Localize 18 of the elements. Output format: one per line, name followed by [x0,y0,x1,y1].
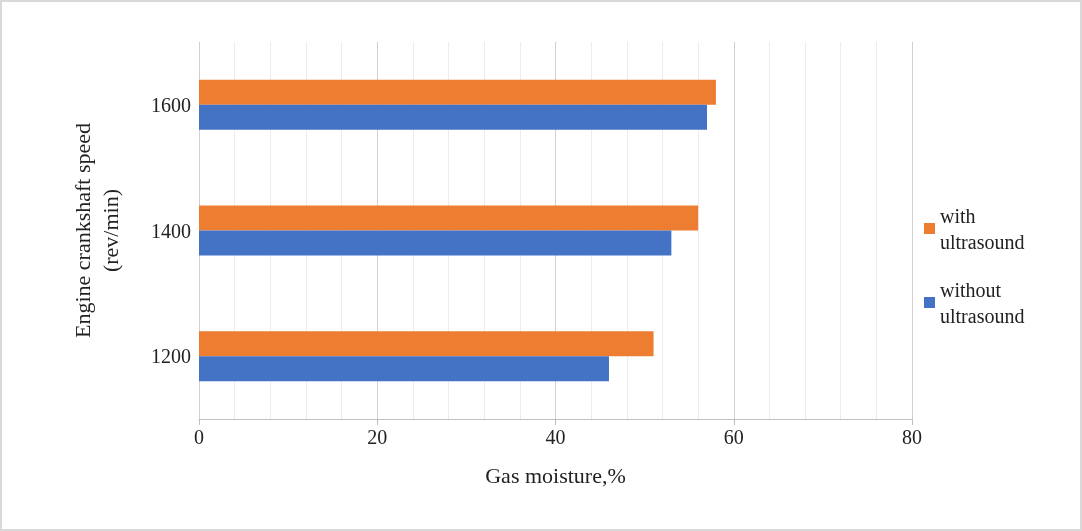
x-tick-label: 0 [194,426,204,448]
x-tick-label: 20 [367,426,388,448]
legend-label: without ultrasound [940,278,1025,327]
x-tick-label: 60 [723,426,744,448]
bar [199,331,654,357]
y-tick-label: 1400 [151,219,191,242]
y-tick-label: 1200 [151,345,191,368]
bar [199,356,609,382]
y-tick-label: 1600 [151,93,191,116]
x-axis-title: Gas moisture,% [485,462,626,488]
bar [199,104,708,130]
bar [199,230,672,256]
bar [199,79,716,105]
bar [199,205,699,231]
x-tick-label: 80 [902,426,922,448]
legend-label: with ultrasound [940,204,1025,253]
y-axis-title: Engine crankshaft speed (rev/min) [69,122,123,339]
x-tick-label: 40 [545,426,566,448]
